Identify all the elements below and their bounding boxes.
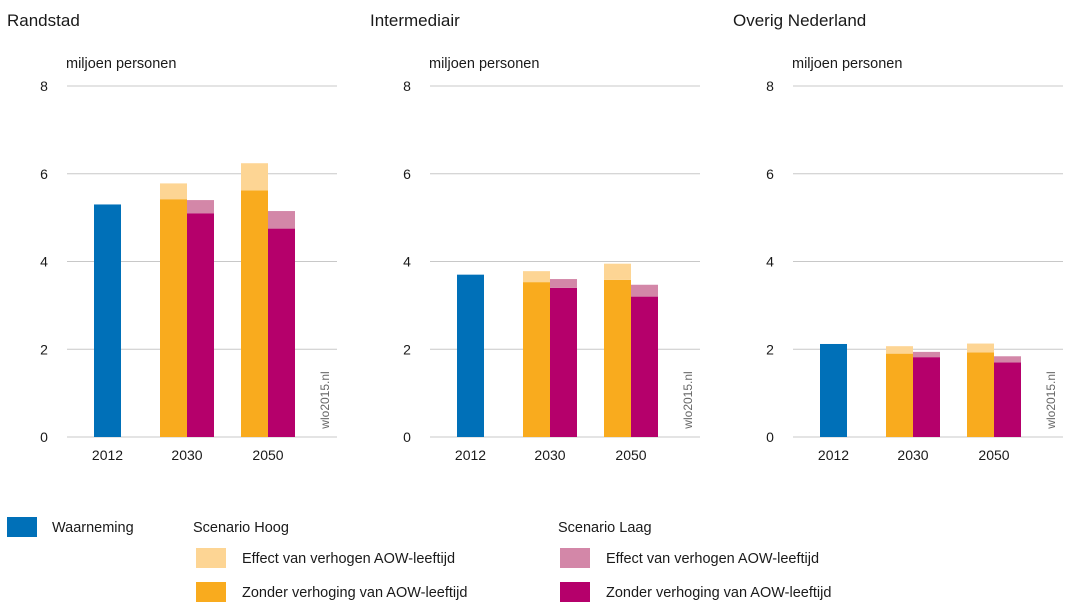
y-axis-unit-label: miljoen personen	[792, 56, 902, 72]
x-tick-label: 2030	[897, 447, 928, 463]
bar-hoog-effect-2050	[967, 343, 994, 353]
bar-hoog-effect-2030	[160, 183, 187, 200]
chart-title: Randstad	[7, 11, 80, 30]
bar-hoog-effect-2050	[241, 163, 268, 191]
bar-laag-effect-2050	[994, 356, 1021, 363]
source-credit: wlo2015.nl	[318, 371, 332, 429]
legend-swatch-hoog-effect	[196, 548, 226, 568]
bar-hoog-zonder-2030	[160, 199, 187, 437]
legend-title-scenario-hoog: Scenario Hoog	[193, 520, 289, 536]
y-tick-label: 4	[766, 254, 774, 270]
chart-title: Overig Nederland	[733, 11, 866, 30]
y-tick-label: 8	[766, 78, 774, 94]
chart-panel-2: Intermediair miljoen personen 0 2 4 6 8 2012 203…	[370, 11, 700, 463]
bar-hoog-zonder-2050	[967, 352, 994, 437]
legend-swatch-hoog-zonder	[196, 582, 226, 602]
bar-hoog-zonder-2030	[886, 353, 913, 437]
y-tick-label: 0	[766, 429, 774, 445]
legend-swatch-waarneming	[7, 517, 37, 537]
y-tick-label: 2	[40, 341, 48, 357]
y-tick-label: 0	[403, 429, 411, 445]
bar-hoog-zonder-2050	[241, 190, 268, 437]
bar-waarneming-2012	[94, 204, 121, 437]
bar-laag-effect-2050	[268, 211, 295, 229]
bar-waarneming-2012	[820, 343, 847, 437]
y-tick-label: 0	[40, 429, 48, 445]
chart-panel-3: Overig Nederland miljoen personen 0 2 4 6 8 201…	[733, 11, 1063, 463]
legend: Waarneming Scenario Hoog Effect van verh…	[7, 517, 831, 602]
bar-laag-effect-2030	[550, 279, 577, 288]
bar-laag-zonder-2030	[187, 213, 214, 437]
chart-panel-1: Randstad miljoen personen 0 2 4 6 8 2012 2030 205…	[7, 11, 337, 463]
chart-title: Intermediair	[370, 11, 460, 30]
y-tick-label: 8	[403, 78, 411, 94]
source-credit: wlo2015.nl	[681, 371, 695, 429]
bar-laag-zonder-2050	[631, 296, 658, 437]
bar-laag-effect-2050	[631, 284, 658, 297]
y-tick-label: 6	[403, 166, 411, 182]
x-tick-label: 2030	[534, 447, 565, 463]
legend-swatch-laag-effect	[560, 548, 590, 568]
legend-label-laag-effect: Effect van verhogen AOW-leeftijd	[606, 551, 819, 567]
bar-laag-zonder-2030	[913, 357, 940, 437]
y-axis-unit-label: miljoen personen	[429, 56, 539, 72]
legend-label-hoog-zonder: Zonder verhoging van AOW-leeftijd	[242, 585, 467, 601]
bar-hoog-effect-2050	[604, 263, 631, 280]
bar-hoog-zonder-2050	[604, 279, 631, 437]
x-tick-label: 2012	[455, 447, 486, 463]
legend-label-waarneming: Waarneming	[52, 520, 134, 536]
x-tick-label: 2050	[252, 447, 283, 463]
legend-label-hoog-effect: Effect van verhogen AOW-leeftijd	[242, 551, 455, 567]
x-tick-label: 2012	[92, 447, 123, 463]
bar-waarneming-2012	[457, 274, 484, 437]
bar-hoog-effect-2030	[523, 271, 550, 283]
y-tick-label: 2	[766, 341, 774, 357]
legend-swatch-laag-zonder	[560, 582, 590, 602]
y-tick-label: 4	[403, 254, 411, 270]
bar-hoog-zonder-2030	[523, 282, 550, 437]
bar-laag-effect-2030	[187, 200, 214, 214]
bar-laag-effect-2030	[913, 351, 940, 358]
legend-title-scenario-laag: Scenario Laag	[558, 520, 652, 536]
x-tick-label: 2012	[818, 447, 849, 463]
x-tick-label: 2050	[978, 447, 1009, 463]
bar-hoog-effect-2030	[886, 346, 913, 354]
legend-label-laag-zonder: Zonder verhoging van AOW-leeftijd	[606, 585, 831, 601]
y-tick-label: 4	[40, 254, 48, 270]
y-tick-label: 8	[40, 78, 48, 94]
x-tick-label: 2050	[615, 447, 646, 463]
x-tick-label: 2030	[171, 447, 202, 463]
source-credit: wlo2015.nl	[1044, 371, 1058, 429]
bar-laag-zonder-2050	[268, 228, 295, 437]
y-tick-label: 6	[766, 166, 774, 182]
y-axis-unit-label: miljoen personen	[66, 56, 176, 72]
y-tick-label: 6	[40, 166, 48, 182]
bar-laag-zonder-2050	[994, 362, 1021, 437]
y-tick-label: 2	[403, 341, 411, 357]
bar-laag-zonder-2030	[550, 287, 577, 437]
chart-panels: Randstad miljoen personen 0 2 4 6 8 2012 2030 205…	[7, 11, 1063, 463]
